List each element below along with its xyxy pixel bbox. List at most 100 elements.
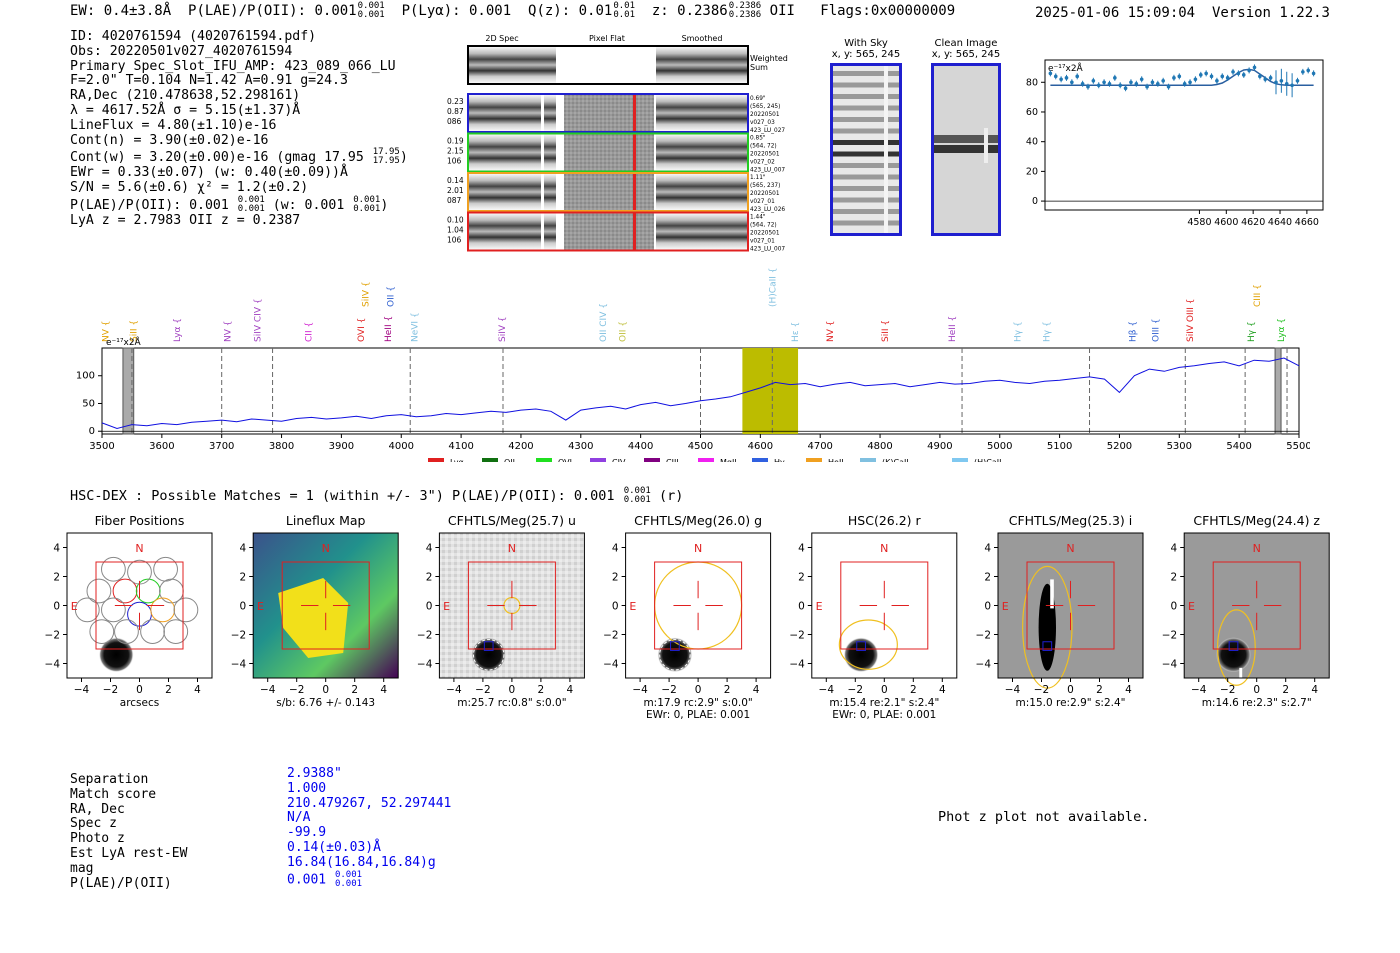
zoom-point <box>1172 76 1176 80</box>
value-lya-rest-ew: 0.14(±0.03)Å <box>287 839 381 855</box>
fiber-circle <box>114 619 139 644</box>
zoom-fit-line <box>1050 68 1314 86</box>
legend-label: HeII <box>828 458 844 462</box>
fiber-circle <box>112 578 138 604</box>
panel-y-tick: 2 <box>1171 572 1178 584</box>
spectrum-x-tick: 3900 <box>329 441 354 452</box>
cutout-row-meta: 423_LU_027 <box>750 128 785 134</box>
zoom-point <box>1156 81 1160 86</box>
zoom-point <box>1145 84 1149 89</box>
zoom-y-tick: 80 <box>1026 77 1038 88</box>
panel-x-tick: −4 <box>446 684 462 696</box>
panel-y-tick: 4 <box>798 543 805 555</box>
panel-x-tick: −4 <box>1005 684 1021 696</box>
spectrum-x-tick: 4700 <box>807 441 832 452</box>
zoom-point <box>1053 74 1058 79</box>
panel-y-tick: −4 <box>1162 659 1178 671</box>
panel-y-tick: −2 <box>976 630 991 642</box>
line-id-label: Hγ { <box>1247 321 1257 342</box>
cutout-row-meta: (565, 237) <box>750 183 780 189</box>
zoom-y-tick: 60 <box>1026 107 1038 118</box>
panel-x-tick: −2 <box>103 684 118 696</box>
spectrum-x-tick: 5000 <box>987 441 1012 452</box>
spectra-cutout-grid: 2D Spec Pixel Flat Smoothed Weighted Sum… <box>447 34 788 253</box>
spectrum-x-tick: 4100 <box>448 441 473 452</box>
spectrum-line <box>101 357 1300 430</box>
legend-swatch <box>590 458 606 462</box>
value-photo-z: -99.9 <box>287 825 327 841</box>
cutout-row-meta: 423_LU_026 <box>750 207 785 213</box>
spectrum-x-tick: 4200 <box>508 441 533 452</box>
info-primary: Primary Spec_Slot_IFU_AMP: 423_089_066_L… <box>70 58 396 74</box>
panel-footer: s/b: 6.76 +/- 0.143 <box>276 697 375 709</box>
panel-x-tick: −4 <box>632 684 648 696</box>
panel-x-tick: 0 <box>695 684 702 696</box>
zoom-point <box>1306 68 1311 73</box>
label-lya-rest-ew: Est LyA rest-EW <box>70 845 188 861</box>
panel-y-tick: 2 <box>612 572 619 584</box>
panel-y-tick: −2 <box>417 630 432 642</box>
search-box <box>467 561 556 650</box>
zoom-point <box>1215 78 1219 83</box>
panel-y-tick: −2 <box>603 630 618 642</box>
panel-x-tick: 0 <box>322 684 329 696</box>
cutout-row-stat: 087 <box>447 196 462 205</box>
zoom-point <box>1301 70 1305 74</box>
legend-swatch <box>698 458 714 462</box>
north-label: N <box>135 542 143 555</box>
cutout-row-stat: 106 <box>447 157 462 166</box>
legend-label: (H)CaII <box>974 458 1001 462</box>
panel-footer-2: EWr: 0, PLAE: 0.001 <box>832 709 936 721</box>
north-label: N <box>1253 542 1261 555</box>
cutout-row-stat: 106 <box>447 236 462 245</box>
weighted-sum-label: Weighted <box>750 54 788 63</box>
zoom-unit-label: e⁻¹⁷x2Å <box>1048 62 1084 74</box>
east-label: E <box>816 600 823 613</box>
cutout-row-meta: (564, 72) <box>750 144 777 150</box>
spectrum-x-tick: 4300 <box>568 441 593 452</box>
col-label-pixelflat: Pixel Flat <box>589 34 625 43</box>
panel-y-tick: 0 <box>984 601 991 613</box>
legend-label: CIII <box>666 458 679 462</box>
panel-x-tick: 0 <box>509 684 516 696</box>
fiber-circle <box>150 597 176 623</box>
panel-x-tick: −2 <box>1034 684 1049 696</box>
spectrum-x-tick: 5500 <box>1286 441 1310 452</box>
cutout-row-meta: v027_01 <box>750 199 775 205</box>
legend-label: Lyα <box>450 458 464 462</box>
cutout-row-meta: 20220501 <box>750 152 780 158</box>
east-label: E <box>629 600 636 613</box>
cutout-row-stat: 0.14 <box>447 176 464 185</box>
zoom-point <box>1247 68 1251 73</box>
legend-label: OII <box>504 458 515 462</box>
search-box <box>281 561 370 650</box>
spectrum-x-tick: 5200 <box>1107 441 1132 452</box>
imaging-panel: CFHTLS/Meg(26.0) gNE−4−4−2−2002244m:17.9… <box>603 513 772 721</box>
label-mag: mag <box>70 860 94 876</box>
spectrum-x-tick: 3600 <box>149 441 174 452</box>
cutout-row-meta: 20220501 <box>750 112 780 118</box>
zoom-x-tick: 4580 <box>1187 217 1211 228</box>
spectrum-x-tick: 5300 <box>1167 441 1192 452</box>
cutout-row-meta: 423_LU_007 <box>750 168 785 174</box>
info-sn: S/N = 5.6(±0.6) χ² = 1.2(±0.2) <box>70 180 309 196</box>
panel-x-tick: 0 <box>136 684 143 696</box>
info-ewr: EWr = 0.33(±0.07) (w: 0.40(±0.09))Å <box>70 165 348 181</box>
match-marker <box>1042 641 1053 651</box>
legend-swatch <box>536 458 552 462</box>
info-lyaz: LyA z = 2.7983 OII z = 0.2387 <box>70 212 301 228</box>
panel-x-tick: 4 <box>1125 684 1132 696</box>
legend-swatch <box>860 458 876 462</box>
imaging-panel: Lineflux Map N E −4 −4 −2 −2 0 0 2 2 4 4 s/b: 6.76 +/… <box>231 513 399 709</box>
spectrum-x-tick: 3700 <box>209 441 234 452</box>
info-id: ID: 4020761594 (4020761594.pdf) <box>70 29 317 44</box>
north-label: N <box>1066 542 1074 555</box>
line-id-label: Hγ { <box>1014 321 1024 342</box>
zoom-x-tick: 4660 <box>1295 217 1319 228</box>
legend-swatch <box>752 458 768 462</box>
info-lambda: λ = 4617.52Å σ = 5.15(±1.37)Å <box>70 102 301 118</box>
zoom-x-tick: 4640 <box>1268 217 1292 228</box>
panel-x-tick: 2 <box>351 684 358 696</box>
